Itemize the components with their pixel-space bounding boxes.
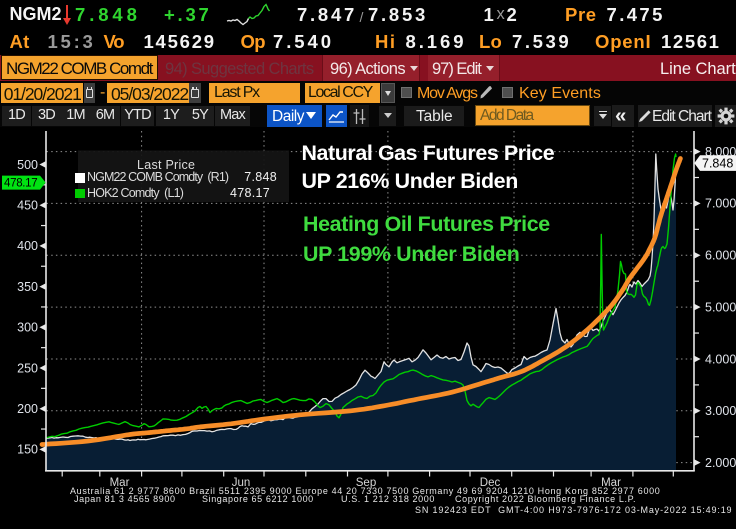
svg-text:250: 250 [17,361,38,375]
svg-text:5.000: 5.000 [705,300,736,314]
svg-text:4.000: 4.000 [705,352,736,366]
svg-text:200: 200 [17,402,38,416]
svg-text:478.17: 478.17 [4,178,37,190]
svg-text:Sep: Sep [356,477,376,489]
svg-text:6.000: 6.000 [705,249,736,263]
svg-text:Mar: Mar [110,477,130,489]
svg-text:300: 300 [17,321,38,335]
svg-text:Mar: Mar [601,477,621,489]
svg-text:150: 150 [17,443,38,457]
svg-text:Jun: Jun [232,477,251,489]
svg-text:500: 500 [17,158,38,172]
svg-text:450: 450 [17,199,38,213]
svg-text:7.848: 7.848 [702,156,733,170]
svg-text:2.000: 2.000 [705,456,736,470]
svg-text:7.000: 7.000 [705,197,736,211]
svg-text:400: 400 [17,239,38,253]
svg-text:350: 350 [17,280,38,294]
svg-text:3.000: 3.000 [705,404,736,418]
svg-text:Dec: Dec [480,477,501,489]
